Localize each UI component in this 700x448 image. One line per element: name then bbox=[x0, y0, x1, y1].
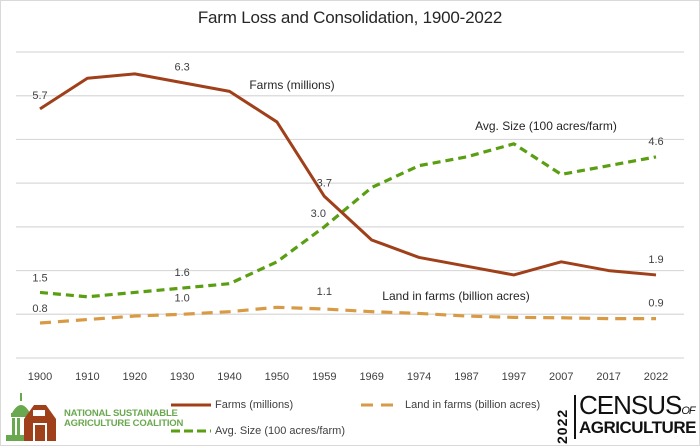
legend-item-avg-size: Avg. Size (100 acres/farm) bbox=[171, 425, 345, 437]
legend-label-avg-size: Avg. Size (100 acres/farm) bbox=[215, 425, 345, 437]
census-year: 2022 bbox=[554, 400, 568, 444]
x-tick-label: 2017 bbox=[596, 371, 620, 383]
data-label: 6.3 bbox=[175, 62, 190, 74]
x-tick-label: 1910 bbox=[75, 371, 99, 383]
data-label: 1.5 bbox=[32, 272, 47, 284]
series-inline-label: Farms (millions) bbox=[249, 78, 334, 92]
x-tick-label: 1950 bbox=[265, 371, 289, 383]
x-tick-label: 1987 bbox=[454, 371, 478, 383]
series-inline-label: Land in farms (billion acres) bbox=[382, 289, 529, 303]
line-chart: 1900 1910 1920 1930 1940 1950 1959 1969 1974 1987… bbox=[0, 0, 700, 390]
data-label: 0.8 bbox=[32, 303, 47, 315]
legend-label-farms: Farms (millions) bbox=[215, 399, 293, 411]
census-word: CENSUSOF bbox=[579, 390, 695, 421]
data-label: 5.7 bbox=[32, 90, 47, 102]
series-inline-label: Avg. Size (100 acres/farm) bbox=[475, 119, 617, 133]
x-tick-label: 1920 bbox=[123, 371, 147, 383]
data-label: 4.6 bbox=[648, 136, 663, 148]
data-label: 0.9 bbox=[648, 298, 663, 310]
census-agriculture: AGRICULTURE bbox=[579, 418, 696, 438]
legend-swatch-land bbox=[361, 400, 401, 410]
census-label: CENSUS bbox=[579, 390, 681, 420]
data-label: 3.7 bbox=[317, 177, 332, 189]
census-of-label: OF bbox=[681, 405, 694, 417]
x-tick-label: 2022 bbox=[644, 371, 668, 383]
data-label: 1.0 bbox=[175, 292, 190, 304]
data-label: 3.0 bbox=[311, 208, 326, 220]
x-tick-label: 1900 bbox=[28, 371, 52, 383]
data-label: 1.1 bbox=[317, 286, 332, 298]
x-tick-label: 1997 bbox=[502, 371, 526, 383]
x-tick-label: 1959 bbox=[312, 371, 336, 383]
nsac-logo: NATIONAL SUSTAINABLE AGRICULTURE COALITI… bbox=[6, 391, 186, 443]
series-line-land-in-farms-billion-acres bbox=[40, 307, 656, 323]
x-tick-label: 1930 bbox=[170, 371, 194, 383]
data-label: 1.9 bbox=[648, 254, 663, 266]
legend-item-land: Land in farms (billion acres) bbox=[361, 399, 540, 411]
legend-item-farms: Farms (millions) bbox=[171, 399, 293, 411]
series-line-farms-millions bbox=[40, 74, 656, 275]
x-tick-label: 1974 bbox=[407, 371, 431, 383]
x-tick-label: 1940 bbox=[217, 371, 241, 383]
capitol-barn-icon bbox=[6, 391, 66, 443]
data-label: 1.6 bbox=[175, 267, 190, 279]
x-tick-label: 1969 bbox=[359, 371, 383, 383]
series-line-avg-size-acres-farm bbox=[40, 144, 656, 297]
census-of-agriculture-logo: 2022 CENSUSOF AGRICULTURE bbox=[552, 390, 698, 444]
x-tick-label: 2007 bbox=[549, 371, 573, 383]
legend-label-land: Land in farms (billion acres) bbox=[405, 399, 540, 411]
nsac-name-line2: AGRICULTURE COALITION bbox=[64, 419, 183, 429]
census-divider bbox=[574, 395, 576, 439]
